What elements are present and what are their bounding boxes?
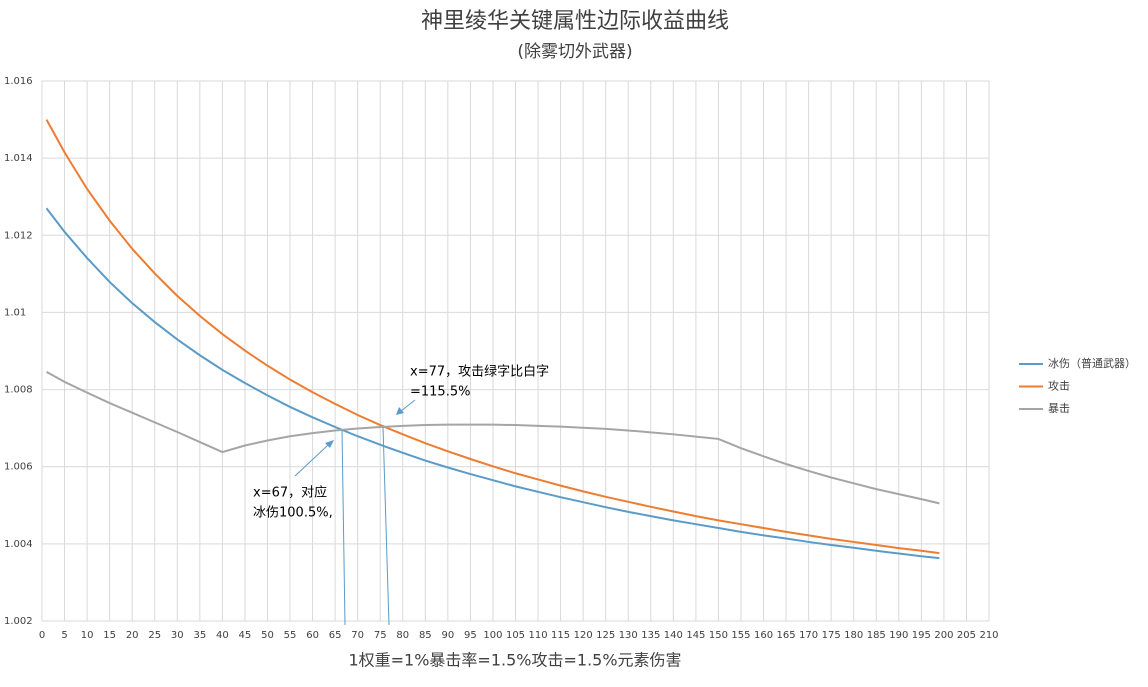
annotation: 冰伤100.5%,	[253, 506, 333, 521]
x-tick-label: 210	[979, 630, 998, 641]
x-tick-label: 140	[664, 630, 683, 641]
series-line	[45, 207, 940, 560]
x-tick-label: 15	[103, 630, 116, 641]
x-tick-label: 100	[483, 630, 502, 641]
series-line	[46, 370, 940, 505]
x-tick-label: 200	[934, 630, 953, 641]
chart-subtitle: (除雾切外武器)	[517, 42, 632, 62]
x-tick-label: 25	[148, 630, 161, 641]
arrow-head	[325, 440, 334, 448]
x-tick-label: 160	[754, 630, 773, 641]
x-tick-label: 95	[464, 630, 477, 641]
x-tick-label: 185	[867, 630, 886, 641]
x-tick-label: 35	[193, 630, 206, 641]
x-tick-label: 135	[641, 630, 660, 641]
x-tick-label: 10	[81, 630, 94, 641]
x-tick-label: 145	[686, 630, 705, 641]
guide-line	[382, 426, 390, 626]
x-tick-label: 205	[957, 630, 976, 641]
y-tick-label: 1.008	[4, 385, 33, 396]
y-tick-label: 1.004	[4, 539, 33, 550]
x-tick-label: 90	[441, 630, 454, 641]
x-tick-label: 165	[777, 630, 796, 641]
y-tick-label: 1.014	[4, 153, 33, 164]
x-tick-label: 85	[419, 630, 432, 641]
annotation-arrows	[294, 399, 416, 626]
legend-label: 暴击	[1048, 402, 1070, 415]
x-tick-label: 75	[374, 630, 387, 641]
y-tick-label: 1.016	[4, 76, 33, 87]
x-tick-label: 195	[912, 630, 931, 641]
series-line	[45, 119, 940, 555]
y-tick-label: 1.01	[4, 307, 26, 318]
x-tick-label: 125	[596, 630, 615, 641]
x-tick-label: 70	[351, 630, 364, 641]
y-tick-label: 1.006	[4, 462, 33, 473]
arrow	[294, 444, 329, 477]
chart-title: 神里绫华关键属性边际收益曲线	[421, 9, 729, 34]
arrow	[400, 399, 416, 412]
x-tick-label: 60	[306, 630, 319, 641]
x-tick-label: 105	[506, 630, 525, 641]
x-tick-label: 190	[889, 630, 908, 641]
x-tick-label: 50	[261, 630, 274, 641]
x-tick-label: 20	[126, 630, 139, 641]
annotation: =115.5%	[410, 385, 470, 400]
annotation: x=67，对应	[253, 485, 327, 501]
y-tick-label: 1.012	[4, 230, 33, 241]
x-tick-label: 180	[844, 630, 863, 641]
x-tick-label: 30	[171, 630, 184, 641]
x-tick-label: 0	[39, 630, 45, 641]
x-tick-label: 155	[731, 630, 750, 641]
x-tick-label: 115	[551, 630, 570, 641]
x-tick-label: 170	[799, 630, 818, 641]
x-tick-label: 150	[709, 630, 728, 641]
plot: 1.002 1.004 1.006 1.008 1.01 1.012 1.014 1.016 0…	[4, 76, 1136, 641]
x-tick-label: 80	[396, 630, 409, 641]
x-tick-label: 175	[822, 630, 841, 641]
x-tick-label: 45	[239, 630, 252, 641]
arrow-head	[396, 407, 404, 415]
x-tick-label: 5	[61, 630, 67, 641]
x-axis-label: 1权重=1%暴击率=1.5%攻击=1.5%元素伤害	[348, 651, 681, 670]
legend-label: 攻击	[1048, 379, 1070, 393]
annotation: x=77，攻击绿字比白字	[410, 364, 549, 380]
y-tick-label: 1.002	[4, 616, 33, 627]
x-tick-label: 40	[216, 630, 229, 641]
guide-line	[341, 429, 346, 626]
x-tick-label: 130	[619, 630, 638, 641]
x-tick-label: 65	[329, 630, 342, 641]
x-tick-label: 120	[574, 630, 593, 641]
legend-label: 冰伤（普通武器）	[1048, 356, 1136, 370]
x-tick-label: 55	[284, 630, 297, 641]
x-tick-label: 110	[529, 630, 548, 641]
